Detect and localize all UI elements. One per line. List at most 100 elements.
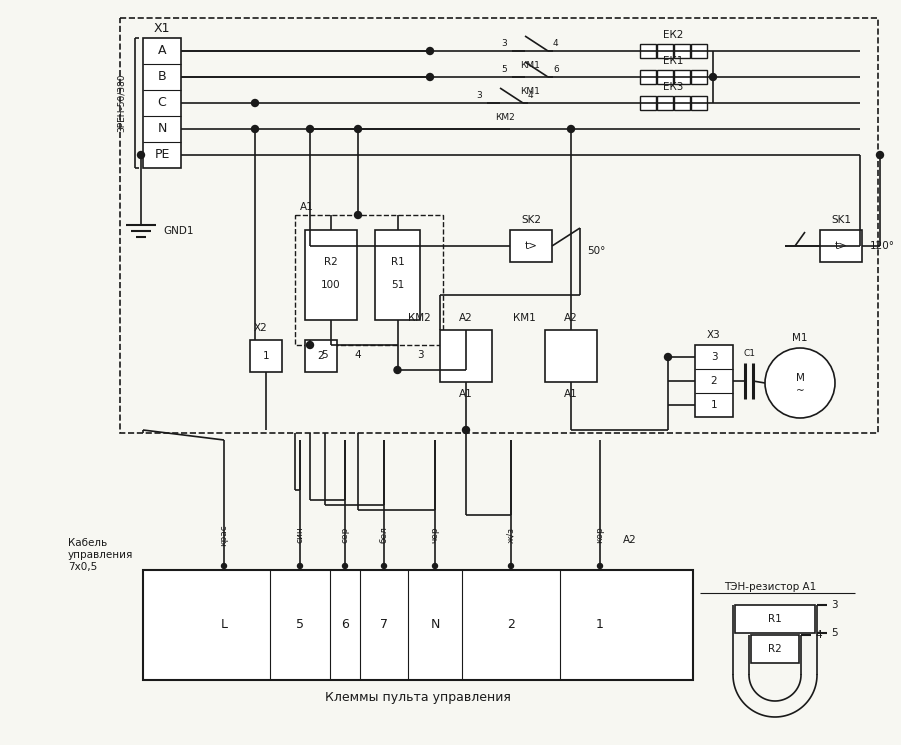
Text: 3: 3 xyxy=(416,350,423,360)
Text: 51: 51 xyxy=(391,280,405,290)
Text: 3РЕН-50/380: 3РЕН-50/380 xyxy=(116,74,125,133)
Bar xyxy=(691,96,707,110)
Circle shape xyxy=(877,151,884,159)
Bar xyxy=(657,44,673,58)
Circle shape xyxy=(251,125,259,133)
Text: L: L xyxy=(221,618,227,632)
Text: А2: А2 xyxy=(564,313,578,323)
Text: крас: крас xyxy=(220,524,229,546)
Bar xyxy=(440,330,492,382)
Text: КМ1: КМ1 xyxy=(513,313,536,323)
Circle shape xyxy=(508,563,514,568)
Bar xyxy=(510,230,552,262)
Text: ЕК3: ЕК3 xyxy=(663,82,684,92)
Text: КМ2: КМ2 xyxy=(496,112,514,121)
Text: R1: R1 xyxy=(769,614,782,624)
Bar xyxy=(657,96,673,110)
Text: 5: 5 xyxy=(831,628,838,638)
Circle shape xyxy=(354,212,361,218)
Bar xyxy=(250,340,282,372)
Text: B: B xyxy=(158,71,167,83)
Circle shape xyxy=(462,426,469,434)
Text: Кабель
управления
7х0,5: Кабель управления 7х0,5 xyxy=(68,539,133,571)
Text: 2: 2 xyxy=(711,376,717,386)
Bar xyxy=(751,635,799,663)
Bar xyxy=(305,340,337,372)
Bar xyxy=(674,44,690,58)
Text: М: М xyxy=(796,373,805,383)
Text: кор: кор xyxy=(596,527,605,543)
Text: A1: A1 xyxy=(300,202,314,212)
Circle shape xyxy=(709,74,716,80)
Text: M1: M1 xyxy=(792,333,808,343)
Text: C: C xyxy=(158,97,167,110)
Circle shape xyxy=(297,563,303,568)
Text: ~: ~ xyxy=(796,386,805,396)
Text: 1: 1 xyxy=(263,351,269,361)
Bar xyxy=(640,44,656,58)
Text: 100: 100 xyxy=(321,280,341,290)
Bar xyxy=(305,230,357,320)
Text: X1: X1 xyxy=(154,22,170,34)
Circle shape xyxy=(432,563,438,568)
Text: КМ2: КМ2 xyxy=(408,313,431,323)
Text: 1: 1 xyxy=(711,400,717,410)
Bar xyxy=(657,70,673,84)
Circle shape xyxy=(138,151,144,159)
Text: 120°: 120° xyxy=(870,241,895,251)
Text: 2: 2 xyxy=(507,618,515,632)
Circle shape xyxy=(765,348,835,418)
Text: 50°: 50° xyxy=(587,246,605,256)
Text: R1: R1 xyxy=(391,257,405,267)
Circle shape xyxy=(306,341,314,349)
Text: ЕК1: ЕК1 xyxy=(663,56,684,66)
Text: 2: 2 xyxy=(318,351,324,361)
Text: C1: C1 xyxy=(743,349,755,358)
Text: 6: 6 xyxy=(553,65,559,74)
Text: 4: 4 xyxy=(355,350,361,360)
Text: 5: 5 xyxy=(501,65,507,74)
Text: N: N xyxy=(158,122,167,136)
Text: 3: 3 xyxy=(711,352,717,362)
Text: сер: сер xyxy=(341,527,350,543)
Bar xyxy=(640,70,656,84)
Circle shape xyxy=(597,563,603,568)
Circle shape xyxy=(381,563,387,568)
Text: чер: чер xyxy=(431,527,440,543)
Bar xyxy=(674,96,690,110)
Bar xyxy=(691,70,707,84)
Bar xyxy=(545,330,597,382)
Circle shape xyxy=(222,563,226,568)
Text: GND1: GND1 xyxy=(163,226,194,236)
Text: 4: 4 xyxy=(553,39,559,48)
Circle shape xyxy=(665,353,671,361)
Text: A: A xyxy=(158,45,167,57)
Circle shape xyxy=(426,48,433,54)
Bar xyxy=(295,215,443,345)
Text: t>: t> xyxy=(524,241,537,251)
Text: Х3: Х3 xyxy=(707,330,721,340)
Text: 4: 4 xyxy=(815,630,822,640)
Text: 5: 5 xyxy=(322,350,328,360)
Text: 3: 3 xyxy=(831,600,838,610)
Text: КМ1: КМ1 xyxy=(520,60,540,69)
Bar xyxy=(375,230,420,320)
Text: 5: 5 xyxy=(296,618,304,632)
Bar xyxy=(120,18,878,433)
Bar xyxy=(735,605,815,633)
Text: 4: 4 xyxy=(528,90,533,100)
Circle shape xyxy=(306,125,314,133)
Circle shape xyxy=(426,74,433,80)
Bar xyxy=(143,570,693,680)
Text: 1: 1 xyxy=(596,618,604,632)
Text: бел: бел xyxy=(379,527,388,543)
Text: 3: 3 xyxy=(501,39,507,48)
Bar xyxy=(674,70,690,84)
Bar xyxy=(691,44,707,58)
Circle shape xyxy=(251,100,259,107)
Text: 7: 7 xyxy=(380,618,388,632)
Text: А2: А2 xyxy=(460,313,473,323)
Circle shape xyxy=(354,125,361,133)
Circle shape xyxy=(568,125,575,133)
Text: А1: А1 xyxy=(460,389,473,399)
